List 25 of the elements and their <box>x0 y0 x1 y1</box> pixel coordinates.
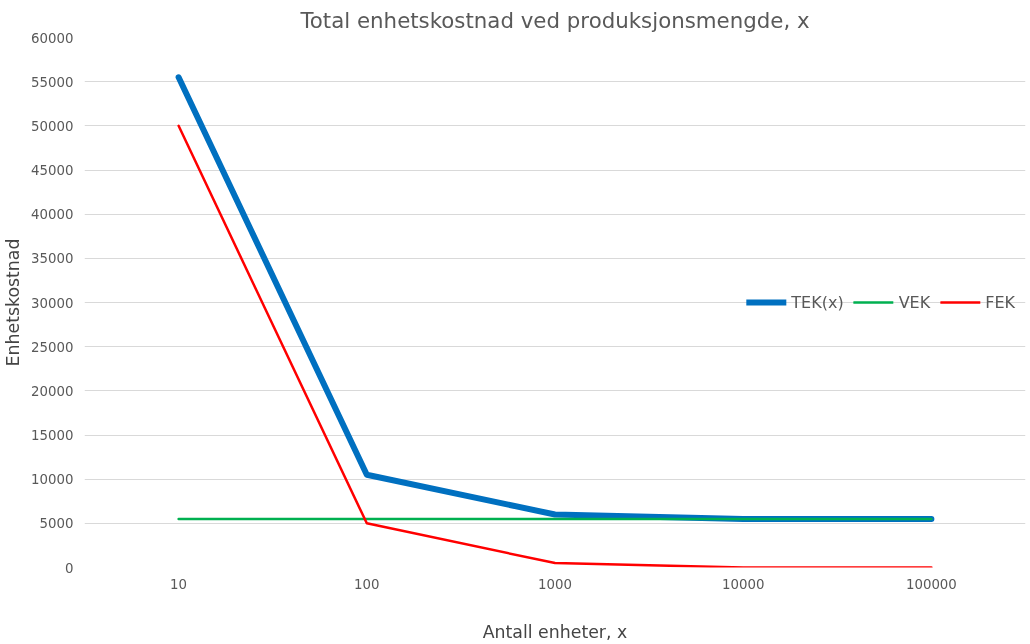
legend-label: TEK(x) <box>791 292 844 312</box>
y-tick-label: 30000 <box>31 295 74 311</box>
y-tick-label: 0 <box>65 560 74 576</box>
legend-label: FEK <box>985 292 1015 312</box>
y-tick-label: 45000 <box>31 163 74 178</box>
x-tick-label: 100000 <box>905 576 957 592</box>
y-tick-label: 40000 <box>31 207 74 223</box>
x-tick-label: 1000 <box>538 576 572 592</box>
x-axis-title: Antall enheter, x <box>482 621 628 642</box>
y-tick-label: 10000 <box>31 472 74 488</box>
y-tick-label: 60000 <box>31 30 74 46</box>
y-tick-label: 25000 <box>31 339 74 355</box>
legend-label: VEK <box>898 292 931 312</box>
y-tick-label: 35000 <box>31 251 74 267</box>
y-axis-title: Enhetskostnad <box>3 238 24 367</box>
y-tick-label: 55000 <box>31 74 74 90</box>
line-series <box>177 124 933 568</box>
x-tick-label: 10000 <box>722 576 765 592</box>
y-tick-label: 5000 <box>39 516 74 532</box>
y-tick-label: 20000 <box>31 383 74 399</box>
x-tick-label: 10 <box>170 576 188 592</box>
y-tick-label: 50000 <box>31 118 74 134</box>
chart-title: Total enhetskostnad ved produksjonsmengde, x <box>299 7 810 33</box>
x-tick-label: 100 <box>354 576 380 592</box>
y-tick-label: 15000 <box>31 428 74 443</box>
